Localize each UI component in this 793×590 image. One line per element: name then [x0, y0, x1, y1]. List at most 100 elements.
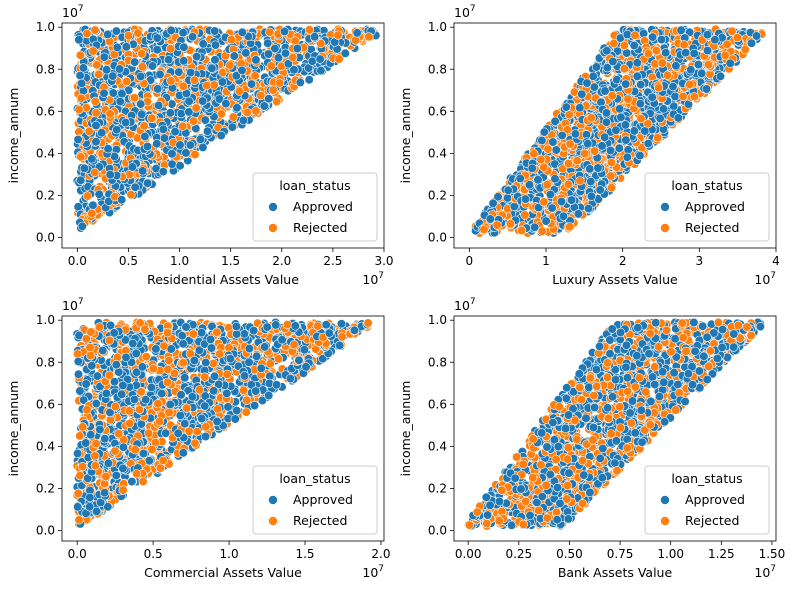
point-approved: [702, 30, 713, 40]
point-approved: [200, 115, 210, 125]
point-approved: [101, 65, 112, 75]
x-tick-label: 0: [466, 254, 474, 268]
point-approved: [710, 35, 720, 45]
point-approved: [588, 71, 598, 81]
point-approved: [184, 96, 194, 106]
scatter-plot-3: 0.0 0.5 1.0 1.5 2.00.00.20.40.60.81.0Commerc…: [6, 297, 391, 580]
point-rejected: [678, 91, 688, 102]
point-rejected: [191, 103, 201, 113]
point-rejected: [178, 121, 188, 131]
point-approved: [561, 102, 571, 112]
point-approved: [210, 26, 220, 36]
point-rejected: [228, 112, 238, 122]
y-axis-label: income_annum: [398, 88, 413, 184]
point-rejected: [123, 31, 134, 41]
point-approved: [621, 79, 631, 89]
point-approved: [640, 126, 650, 136]
point-rejected: [662, 70, 673, 80]
legend-entry-rejected: Rejected: [293, 220, 347, 235]
point-approved: [537, 135, 547, 146]
point-rejected: [563, 179, 573, 189]
x-tick-label: 0.0: [68, 254, 87, 268]
point-approved: [202, 126, 213, 136]
point-rejected: [563, 159, 574, 169]
point-approved: [263, 38, 273, 48]
point-approved: [155, 69, 165, 79]
y-tick-label: 0.2: [36, 188, 55, 202]
point-approved: [152, 45, 162, 55]
point-approved: [207, 63, 217, 73]
point-rejected: [565, 222, 575, 232]
point-approved: [179, 42, 189, 52]
point-approved: [697, 68, 707, 78]
point-approved: [582, 78, 592, 88]
point-rejected: [607, 91, 617, 101]
point-approved: [73, 134, 83, 145]
legend-entry-rejected: Rejected: [685, 220, 739, 235]
x-tick-label: 0.5: [119, 254, 138, 268]
point-approved: [179, 56, 189, 66]
point-approved: [166, 25, 176, 35]
point-approved: [79, 163, 89, 173]
point-approved: [165, 108, 175, 118]
point-approved: [616, 112, 626, 122]
point-approved: [509, 201, 519, 212]
point-approved: [216, 130, 226, 141]
point-approved: [629, 40, 639, 51]
point-rejected: [557, 164, 568, 174]
legend-marker-approved: [268, 202, 278, 212]
point-approved: [73, 202, 83, 212]
point-approved: [671, 61, 681, 71]
point-approved: [614, 104, 625, 114]
point-approved: [602, 46, 612, 56]
point-approved: [108, 71, 118, 81]
point-approved: [198, 96, 208, 106]
point-approved: [136, 71, 146, 82]
point-approved: [114, 64, 125, 74]
point-rejected: [242, 107, 252, 118]
point-approved: [91, 137, 101, 147]
y-tick-label: 0.2: [428, 188, 447, 202]
point-approved: [622, 152, 632, 162]
point-approved: [221, 98, 231, 109]
point-approved: [280, 48, 291, 58]
point-approved: [259, 101, 269, 111]
point-rejected: [623, 94, 633, 104]
point-approved: [217, 77, 227, 87]
y-tick-label: 0.8: [428, 62, 447, 76]
point-approved: [352, 28, 362, 38]
point-approved: [586, 177, 596, 187]
point-rejected: [537, 226, 547, 236]
point-approved: [658, 104, 669, 114]
point-rejected: [75, 50, 85, 60]
point-approved: [597, 141, 607, 151]
point-approved: [550, 116, 560, 126]
point-approved: [279, 26, 290, 37]
point-rejected: [234, 86, 244, 96]
point-approved: [78, 63, 88, 73]
point-approved: [601, 117, 612, 127]
y-axis-label: income_annum: [6, 88, 21, 184]
point-approved: [137, 109, 147, 119]
point-approved: [304, 75, 314, 85]
point-approved: [117, 89, 127, 99]
x-tick-label: 3.0: [374, 254, 393, 268]
x-axis-label: Residential Assets Value: [147, 272, 299, 287]
point-rejected: [190, 149, 200, 160]
x-tick-label: 2.0: [272, 254, 291, 268]
point-rejected: [740, 44, 750, 55]
point-approved: [103, 144, 113, 154]
point-approved: [751, 31, 762, 41]
point-approved: [577, 89, 587, 99]
point-approved: [583, 139, 593, 149]
point-approved: [545, 189, 556, 200]
point-rejected: [92, 60, 102, 70]
point-approved: [622, 29, 632, 40]
point-approved: [702, 45, 713, 56]
point-rejected: [137, 49, 147, 59]
point-approved: [600, 132, 610, 142]
point-rejected: [636, 113, 646, 124]
point-approved: [120, 117, 131, 128]
point-approved: [147, 61, 158, 71]
point-approved: [520, 194, 531, 204]
